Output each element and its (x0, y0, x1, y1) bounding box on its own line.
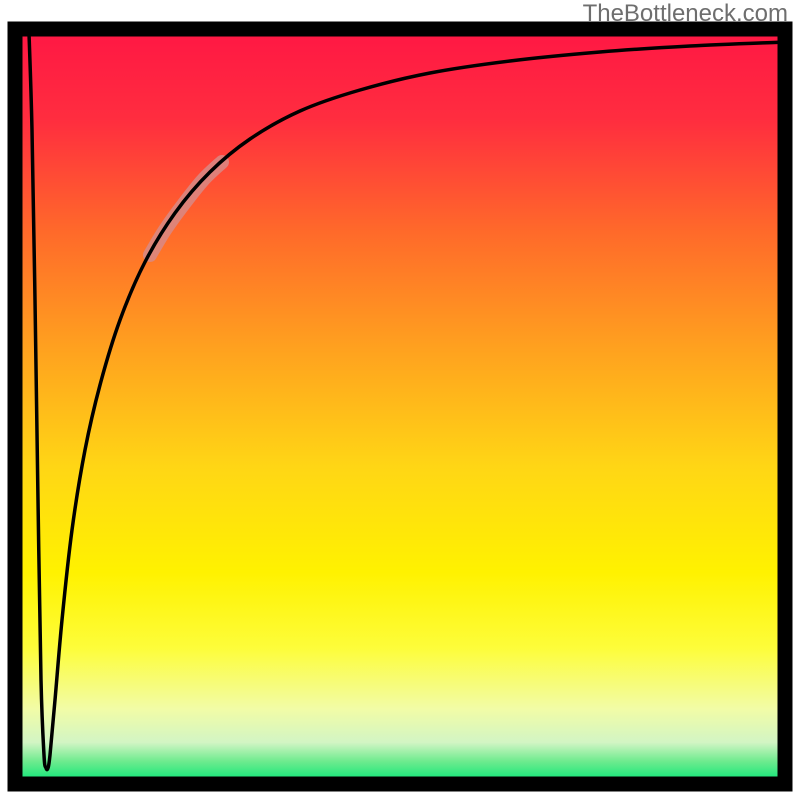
bottleneck-chart (0, 0, 800, 800)
chart-container: TheBottleneck.com (0, 0, 800, 800)
gradient-background (15, 29, 785, 784)
watermark-text: TheBottleneck.com (583, 0, 788, 28)
